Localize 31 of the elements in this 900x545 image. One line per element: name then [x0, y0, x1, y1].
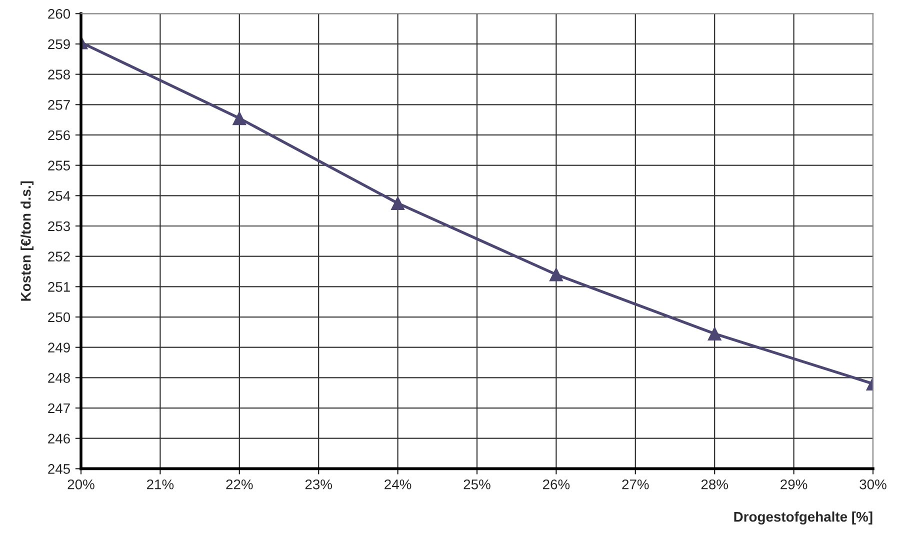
x-tick-label: 25% [464, 479, 490, 490]
x-tick-label: 30% [860, 479, 886, 490]
x-tick-label: 28% [701, 479, 728, 490]
y-tick-label: 257 [48, 100, 70, 110]
x-tick-label: 21% [147, 479, 174, 490]
x-axis-title: Drogestofgehalte [%] [734, 512, 872, 525]
y-tick-label: 260 [48, 8, 70, 19]
y-tick-label: 256 [48, 130, 70, 140]
point [391, 196, 405, 210]
y-tick-label: 248 [48, 373, 70, 383]
y-tick-label: 251 [48, 282, 70, 292]
y-axis-title: Kosten [€/ton d.s.] [20, 181, 34, 301]
y-tick-label: 247 [48, 403, 70, 414]
x-tick-label: 27% [622, 479, 649, 490]
x-tick-label: 26% [543, 479, 570, 490]
y-tick-label: 252 [48, 252, 70, 262]
x-tick-label: 20% [68, 479, 94, 490]
x-tick-label: 22% [226, 479, 253, 490]
y-tick-label: 249 [48, 342, 70, 353]
point [549, 268, 563, 282]
y-tick-label: 258 [48, 70, 70, 80]
y-tick-label: 259 [48, 39, 70, 50]
y-tick-label: 246 [48, 434, 70, 444]
x-tick-label: 24% [384, 479, 412, 490]
x-tick-label: 23% [305, 479, 332, 490]
y-tick-label: 253 [48, 221, 70, 232]
y-tick-label: 250 [48, 312, 70, 322]
y-tick-label: 254 [48, 190, 70, 201]
y-tick-label: 245 [48, 464, 70, 474]
x-tick-label: 29% [780, 479, 808, 490]
y-tick-label: 255 [48, 160, 70, 170]
